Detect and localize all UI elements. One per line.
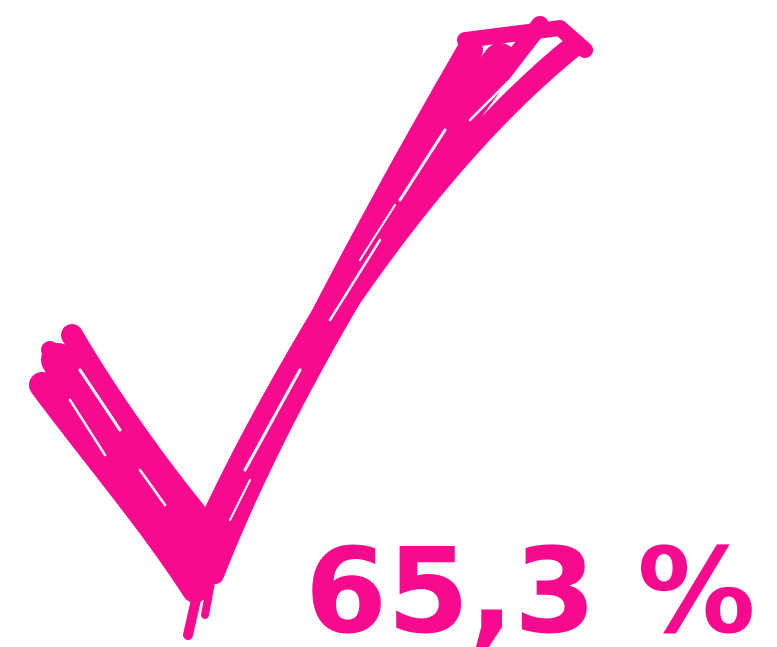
check-streak: [138, 468, 167, 507]
check-mark: [29, 16, 593, 640]
check-streak: [328, 238, 382, 322]
check-streak: [78, 368, 122, 432]
check-stroke: [41, 16, 549, 584]
check-stroke: [201, 556, 219, 619]
check-streak: [359, 204, 396, 261]
check-streak: [468, 68, 522, 122]
percentage-label: 65,3 %: [305, 522, 755, 647]
check-streak: [398, 128, 447, 202]
check-stroke: [29, 37, 483, 603]
check-stroke: [61, 34, 586, 541]
check-streak: [68, 398, 107, 457]
check-stroke: [457, 20, 593, 58]
check-streak: [229, 479, 251, 521]
check-streak: [243, 368, 302, 472]
check-stroke: [183, 555, 210, 640]
